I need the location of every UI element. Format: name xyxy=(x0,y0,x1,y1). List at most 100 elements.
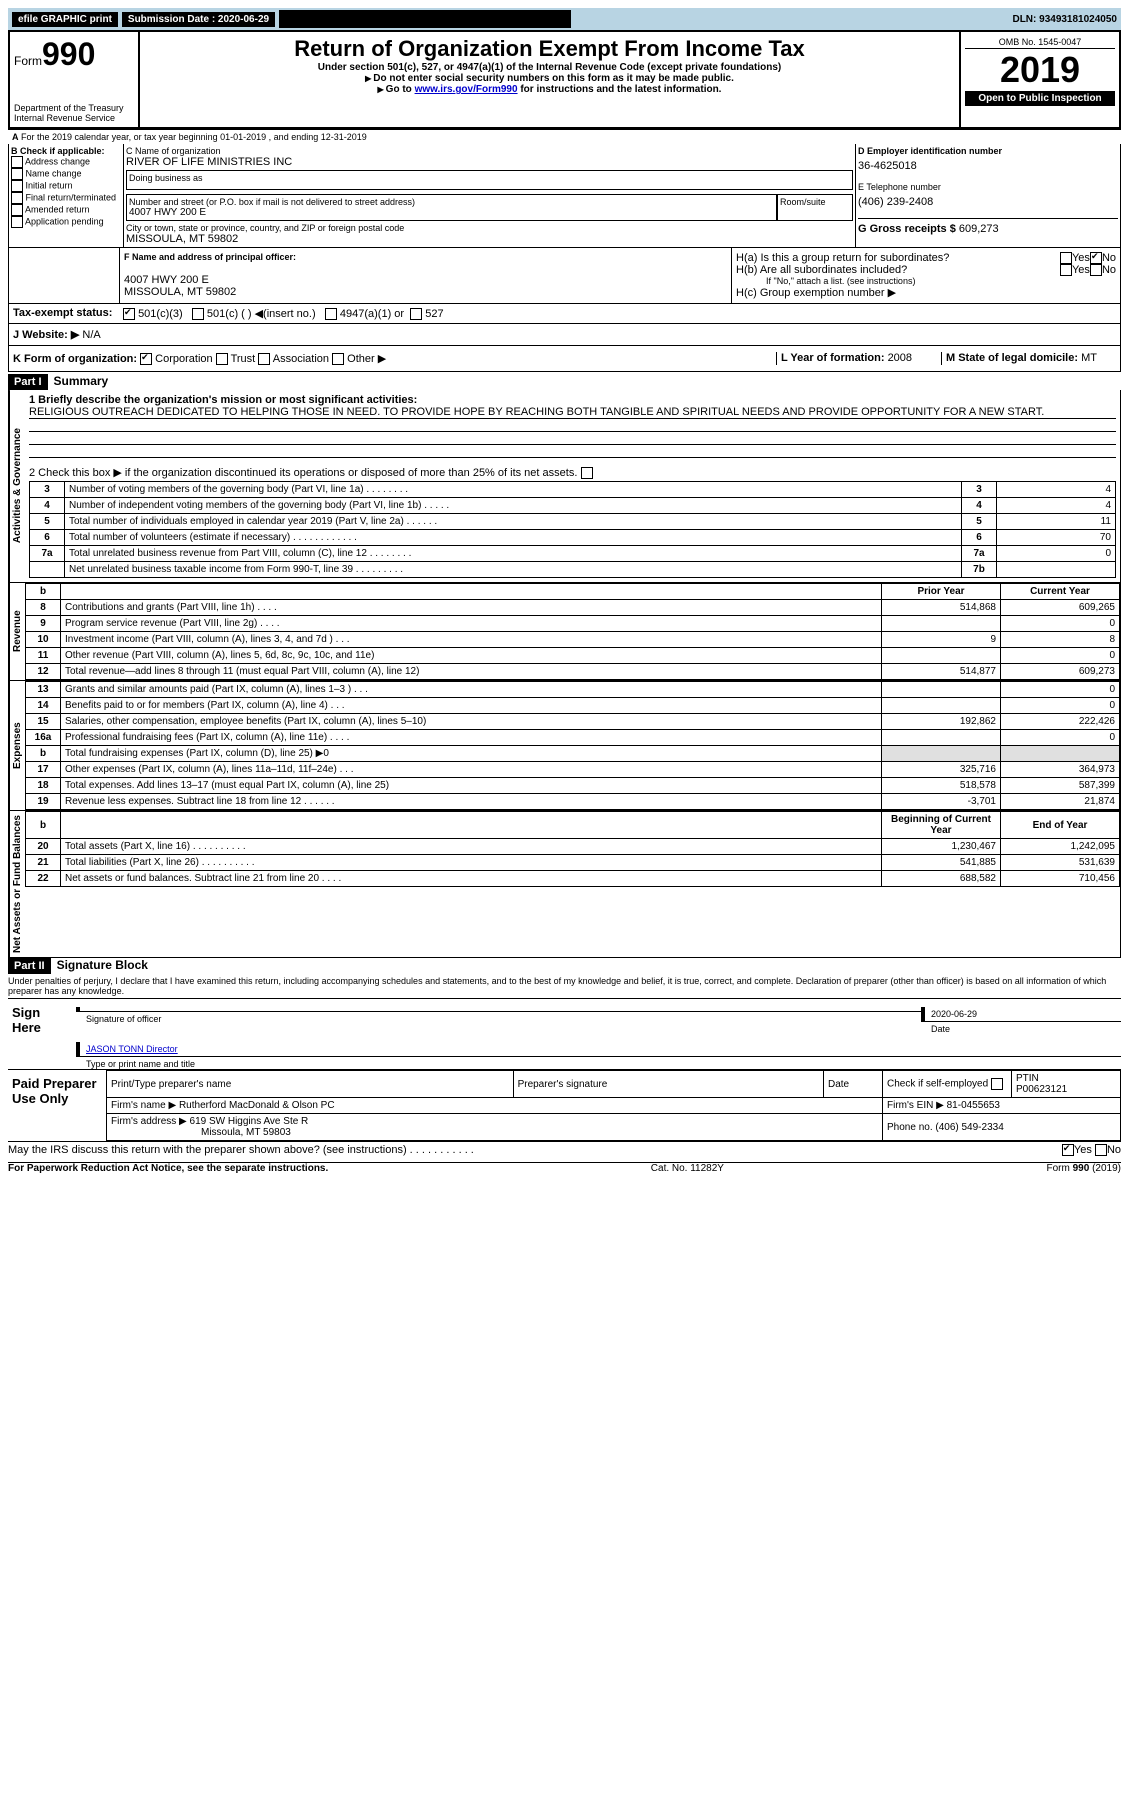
prep-date-label: Date xyxy=(824,1071,883,1098)
line-k: K Form of organization: Corporation Trus… xyxy=(8,346,1121,372)
table-row: 21Total liabilities (Part X, line 26) . … xyxy=(26,855,1120,871)
open-public-badge: Open to Public Inspection xyxy=(965,91,1115,106)
row-num: 3 xyxy=(30,482,65,498)
q2-label: 2 Check this box ▶ if the organization d… xyxy=(29,467,577,479)
hdr-b: b xyxy=(26,812,61,839)
col-b-header: B Check if applicable: xyxy=(11,146,121,156)
cb-trust[interactable] xyxy=(216,353,228,365)
paid-preparer-label: Paid Preparer Use Only xyxy=(8,1070,106,1141)
table-header-row: bPrior YearCurrent Year xyxy=(26,584,1120,600)
ha-label: H(a) Is this a group return for subordin… xyxy=(736,252,1060,264)
mission-line-2 xyxy=(29,419,1116,432)
cb-initial-return[interactable] xyxy=(11,180,23,192)
topbar-spacer xyxy=(279,10,571,28)
footer-mid: Cat. No. 11282Y xyxy=(651,1163,724,1174)
discuss-text: May the IRS discuss this return with the… xyxy=(8,1144,1062,1156)
cell-prior: 192,862 xyxy=(882,714,1001,730)
l-value: 2008 xyxy=(888,352,912,364)
officer-name[interactable]: JASON TONN Director xyxy=(76,1042,1121,1057)
cell-current: 609,273 xyxy=(1001,664,1120,680)
cb-discuss-yes[interactable] xyxy=(1062,1144,1074,1156)
lbl-discuss-yes: Yes xyxy=(1074,1144,1092,1156)
table-row: 10Investment income (Part VIII, column (… xyxy=(26,632,1120,648)
lbl-pending: Application pending xyxy=(25,216,104,226)
hdr-b: b xyxy=(26,584,61,600)
cb-address-change[interactable] xyxy=(11,156,23,168)
row-text: Total number of volunteers (estimate if … xyxy=(65,530,962,546)
subtitle-2: Do not enter social security numbers on … xyxy=(144,73,955,84)
row-num: 19 xyxy=(26,794,61,810)
f-label: F Name and address of principal officer: xyxy=(124,252,727,262)
row-text: Other revenue (Part VIII, column (A), li… xyxy=(61,648,882,664)
cell-prior: 514,868 xyxy=(882,600,1001,616)
cell-prior: 688,582 xyxy=(882,871,1001,887)
row-text: Professional fundraising fees (Part IX, … xyxy=(61,730,882,746)
cb-name-change[interactable] xyxy=(11,168,23,180)
row-num: 6 xyxy=(30,530,65,546)
cb-hb-yes[interactable] xyxy=(1060,264,1072,276)
subtitle-1: Under section 501(c), 527, or 4947(a)(1)… xyxy=(144,62,955,73)
addr-value: 4007 HWY 200 E xyxy=(129,207,774,218)
ptin-value: P00623121 xyxy=(1016,1084,1067,1095)
firm-addr-label: Firm's address ▶ xyxy=(111,1116,187,1127)
row-num: 17 xyxy=(26,762,61,778)
row-num: 8 xyxy=(26,600,61,616)
part-i-title: Summary xyxy=(54,374,109,388)
table-row: 8Contributions and grants (Part VIII, li… xyxy=(26,600,1120,616)
cb-final-return[interactable] xyxy=(11,192,23,204)
cell-prior: 514,877 xyxy=(882,664,1001,680)
phone-label: E Telephone number xyxy=(858,182,1118,192)
room-label: Room/suite xyxy=(780,197,850,207)
cb-self-employed[interactable] xyxy=(991,1078,1003,1090)
cb-527[interactable] xyxy=(410,308,422,320)
cb-q2[interactable] xyxy=(581,467,593,479)
col-b: B Check if applicable: Address change Na… xyxy=(9,144,124,247)
cb-discuss-no[interactable] xyxy=(1095,1144,1107,1156)
col-h: H(a) Is this a group return for subordin… xyxy=(732,248,1120,303)
cb-assoc[interactable] xyxy=(258,353,270,365)
preparer-header-row: Print/Type preparer's name Preparer's si… xyxy=(107,1071,1121,1098)
lbl-corp: Corporation xyxy=(155,353,212,365)
sig-officer-line xyxy=(76,1007,921,1012)
row-value: 4 xyxy=(997,498,1116,514)
table-header-row: bBeginning of Current YearEnd of Year xyxy=(26,812,1120,839)
cb-amended[interactable] xyxy=(11,204,23,216)
cb-other[interactable] xyxy=(332,353,344,365)
cb-hb-no[interactable] xyxy=(1090,264,1102,276)
table-row: 14Benefits paid to or for members (Part … xyxy=(26,698,1120,714)
website-label: J Website: ▶ xyxy=(13,329,79,341)
cell-current: 0 xyxy=(1001,682,1120,698)
form990-link[interactable]: www.irs.gov/Form990 xyxy=(415,84,518,95)
row-num: 12 xyxy=(26,664,61,680)
cb-ha-yes[interactable] xyxy=(1060,252,1072,264)
vlabel-revenue: Revenue xyxy=(9,583,25,680)
footer-right-b: 990 xyxy=(1073,1163,1090,1174)
tax-status-row: Tax-exempt status: 501(c)(3) 501(c) ( ) … xyxy=(8,304,1121,324)
efile-print-button[interactable]: efile GRAPHIC print xyxy=(12,12,118,27)
table-row: 20Total assets (Part X, line 16) . . . .… xyxy=(26,839,1120,855)
cell-prior xyxy=(882,698,1001,714)
table-row: 3Number of voting members of the governi… xyxy=(30,482,1116,498)
cell-current: 8 xyxy=(1001,632,1120,648)
cell-current: 0 xyxy=(1001,730,1120,746)
cb-501c[interactable] xyxy=(192,308,204,320)
cb-pending[interactable] xyxy=(11,216,23,228)
cb-4947[interactable] xyxy=(325,308,337,320)
submission-date-button[interactable]: Submission Date : 2020-06-29 xyxy=(122,12,275,27)
expenses-table: 13Grants and similar amounts paid (Part … xyxy=(25,681,1120,810)
firm-name-row: Firm's name ▶ Rutherford MacDonald & Ols… xyxy=(107,1098,1121,1114)
cb-corp[interactable] xyxy=(140,353,152,365)
tax-year: 2019 xyxy=(965,49,1115,91)
row-box: 7a xyxy=(962,546,997,562)
cell-prior xyxy=(882,682,1001,698)
cell-prior xyxy=(882,648,1001,664)
cb-ha-no[interactable] xyxy=(1090,252,1102,264)
cell-current: 609,265 xyxy=(1001,600,1120,616)
table-row: 13Grants and similar amounts paid (Part … xyxy=(26,682,1120,698)
sign-here-row: Sign Here Signature of officer 2020-06-2… xyxy=(8,998,1121,1069)
cb-501c3[interactable] xyxy=(123,308,135,320)
row-value: 0 xyxy=(997,546,1116,562)
cell-current: 21,874 xyxy=(1001,794,1120,810)
mission-text: RELIGIOUS OUTREACH DEDICATED TO HELPING … xyxy=(29,406,1116,419)
q1-label: 1 Briefly describe the organization's mi… xyxy=(29,394,1116,406)
